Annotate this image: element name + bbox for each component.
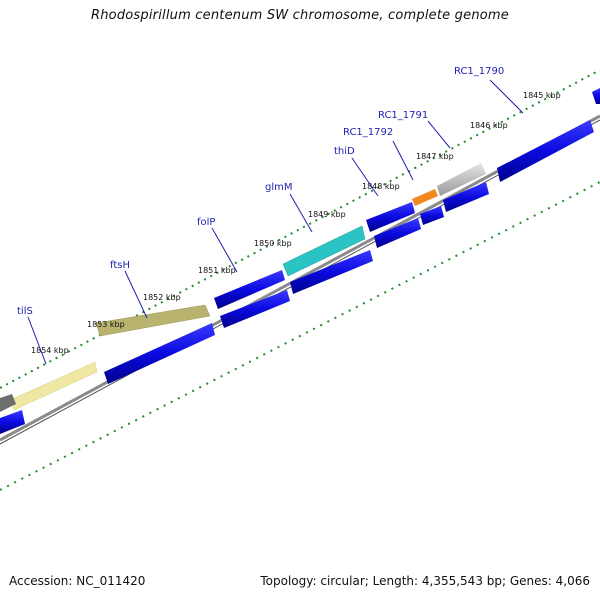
- kbp-label: 1849 kbp: [308, 210, 346, 219]
- gene-right-blue[interactable]: [497, 120, 594, 182]
- gene-label-RC1_1791[interactable]: RC1_1791: [378, 110, 428, 121]
- gene-rev-6[interactable]: [420, 206, 444, 225]
- kbp-label: 1854 kbp: [31, 346, 69, 355]
- topology-text: Topology: circular; Length: 4,355,543 bp…: [260, 574, 590, 588]
- gene-RC1_1791[interactable]: [412, 189, 438, 206]
- kbp-label: 1847 kbp: [416, 152, 454, 161]
- gene-far-right[interactable]: [592, 88, 600, 104]
- gene-rev-1[interactable]: [0, 410, 25, 434]
- gene-label-glmM[interactable]: glmM: [265, 182, 293, 193]
- gene-name-labels: RC1_1790 RC1_1791 RC1_1792 thiD glmM fol…: [17, 66, 524, 365]
- gene-thiD[interactable]: [366, 202, 415, 232]
- reverse-strand: [0, 182, 489, 434]
- kbp-label: 1850 kbp: [254, 239, 292, 248]
- gene-folP[interactable]: [214, 270, 285, 309]
- forward-strand: [0, 88, 600, 412]
- gene-label-folP[interactable]: folP: [197, 217, 215, 228]
- outer-scale-ticks: [0, 69, 600, 389]
- inner-scale-ticks: [0, 181, 600, 491]
- gene-RC1_1790[interactable]: [437, 163, 486, 196]
- gene-rev-7[interactable]: [443, 182, 489, 212]
- kbp-label: 1853 kbp: [87, 320, 125, 329]
- gene-label-thiD[interactable]: thiD: [334, 146, 355, 157]
- gene-rev-4[interactable]: [290, 250, 373, 294]
- gene-ftsH[interactable]: [95, 304, 211, 337]
- map-title: Rhodospirillum centenum SW chromosome, c…: [91, 8, 509, 23]
- gene-tilS[interactable]: [9, 361, 98, 411]
- gene-label-RC1_1792[interactable]: RC1_1792: [343, 127, 393, 138]
- gene-label-RC1_1790[interactable]: RC1_1790: [454, 66, 504, 77]
- accession-text: Accession: NC_011420: [9, 574, 146, 588]
- kbp-scale-labels: 1845 kbp 1846 kbp 1847 kbp 1848 kbp 1849…: [31, 91, 561, 355]
- gene-rev-3[interactable]: [220, 290, 290, 328]
- kbp-label: 1845 kbp: [523, 91, 561, 100]
- gene-glmM[interactable]: [282, 225, 366, 277]
- gene-label-ftsH[interactable]: ftsH: [110, 260, 130, 271]
- gene-label-tilS[interactable]: tilS: [17, 306, 33, 317]
- kbp-label: 1846 kbp: [470, 121, 508, 130]
- kbp-label: 1848 kbp: [362, 182, 400, 191]
- kbp-label: 1851 kbp: [198, 266, 236, 275]
- kbp-label: 1852 kbp: [143, 293, 181, 302]
- gene-grey-left[interactable]: [0, 394, 16, 412]
- gene-rev-5[interactable]: [374, 218, 421, 248]
- gene-rev-2[interactable]: [104, 323, 215, 384]
